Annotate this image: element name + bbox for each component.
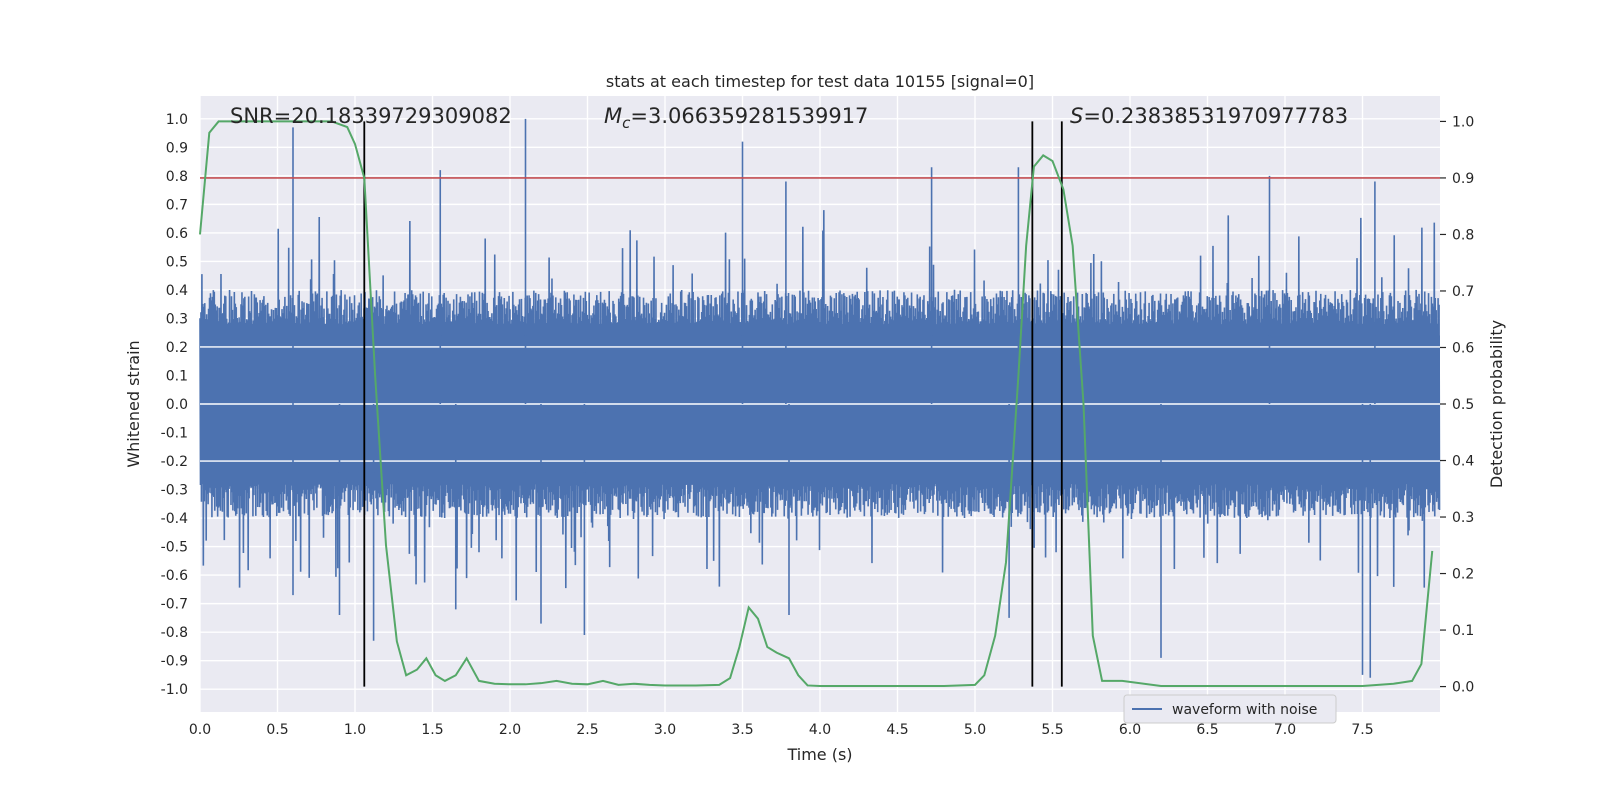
legend-entry-waveform: waveform with noise [1172, 702, 1317, 718]
chart-title: stats at each timestep for test data 101… [606, 72, 1034, 91]
x-tick-label: 2.5 [576, 722, 598, 738]
s-annotation: S=0.23838531970977783 [1070, 104, 1348, 128]
y-tick-label: 1.0 [166, 112, 188, 128]
x-tick-label: 6.5 [1196, 722, 1218, 738]
y-tick-label: -0.1 [161, 426, 188, 442]
y-tick-label: -0.6 [161, 568, 188, 584]
right-y-tick-label: 0.1 [1452, 623, 1474, 639]
x-tick-label: 0.0 [189, 722, 211, 738]
y-tick-label: 0.7 [166, 197, 188, 213]
right-y-tick-label: 0.3 [1452, 510, 1474, 526]
x-tick-label: 7.0 [1274, 722, 1296, 738]
x-tick-label: 4.5 [886, 722, 908, 738]
right-y-tick-label: 0.9 [1452, 171, 1474, 187]
y-tick-label: 0.4 [166, 283, 188, 299]
y-tick-label: -0.7 [161, 597, 188, 613]
right-y-axis-label: Detection probability [1487, 320, 1506, 488]
y-tick-label: -0.4 [161, 511, 188, 527]
y-tick-label: 0.0 [166, 397, 188, 413]
chirp-mass-subscript: c [622, 114, 631, 132]
x-tick-label: 3.0 [654, 722, 676, 738]
y-tick-label: 0.9 [166, 140, 188, 156]
probability-series [199, 120, 1434, 687]
x-tick-label: 2.0 [499, 722, 521, 738]
chirp-mass-symbol: M [604, 104, 622, 128]
x-tick-label: 5.5 [1041, 722, 1063, 738]
y-tick-label: 0.3 [166, 311, 188, 327]
y-tick-label: -0.8 [161, 625, 188, 641]
y-tick-label: -0.3 [161, 483, 188, 499]
x-tick-label: 0.5 [266, 722, 288, 738]
chirp-mass-value: =3.066359281539917 [630, 104, 868, 128]
x-tick-label: 4.0 [809, 722, 831, 738]
right-y-tick-label: 0.7 [1452, 284, 1474, 300]
y-tick-label: -0.9 [161, 654, 188, 670]
y-tick-label: -0.5 [161, 540, 188, 556]
snr-annotation: SNR=20.18339729309082 [230, 104, 512, 128]
right-y-tick-label: 0.0 [1452, 680, 1474, 696]
y-tick-label: 0.1 [166, 368, 188, 384]
x-tick-label: 7.5 [1351, 722, 1373, 738]
right-y-tick-label: 0.5 [1452, 397, 1474, 413]
right-y-tick-label: 0.6 [1452, 340, 1474, 356]
x-tick-label: 5.0 [964, 722, 986, 738]
right-y-tick-label: 1.0 [1452, 114, 1474, 130]
y-axis-ticks: 1.0 0.9 0.8 0.7 0.6 0.5 0.4 0.3 0.2 0.1 0.0 -0.1 -0.… [161, 112, 188, 698]
x-axis-label: Time (s) [786, 745, 852, 764]
overlays [200, 121, 1440, 687]
legend: waveform with noise [1123, 694, 1337, 724]
y-tick-label: 0.5 [166, 254, 188, 270]
y-tick-label: 0.6 [166, 226, 188, 242]
waveform-series [199, 118, 1441, 678]
y-axis-label: Whitened strain [124, 340, 143, 467]
y-tick-label: -1.0 [161, 682, 188, 698]
x-tick-label: 1.5 [421, 722, 443, 738]
s-value: =0.23838531970977783 [1083, 104, 1348, 128]
legend-box [1123, 694, 1337, 724]
x-tick-label: 6.0 [1119, 722, 1141, 738]
y-tick-label: -0.2 [161, 454, 188, 470]
x-axis-ticks: 0.0 0.5 1.0 1.5 2.0 2.5 3.0 3.5 4.0 4.5 5.0 5.5 6.0 6… [189, 722, 1374, 738]
right-y-tick-label: 0.8 [1452, 227, 1474, 243]
chirp-mass-annotation: Mc=3.066359281539917 [604, 104, 868, 132]
x-tick-label: 3.5 [731, 722, 753, 738]
x-tick-label: 1.0 [344, 722, 366, 738]
probability-line [199, 120, 1434, 687]
y-tick-label: 0.2 [166, 340, 188, 356]
s-symbol: S [1070, 104, 1083, 128]
right-y-tick-label: 0.4 [1452, 454, 1474, 470]
right-y-axis-ticks: 1.0 0.9 0.8 0.7 0.6 0.5 0.4 0.3 0.2 0.1 0.0 [1440, 114, 1474, 696]
right-y-tick-label: 0.2 [1452, 567, 1474, 583]
y-tick-label: 0.8 [166, 169, 188, 185]
